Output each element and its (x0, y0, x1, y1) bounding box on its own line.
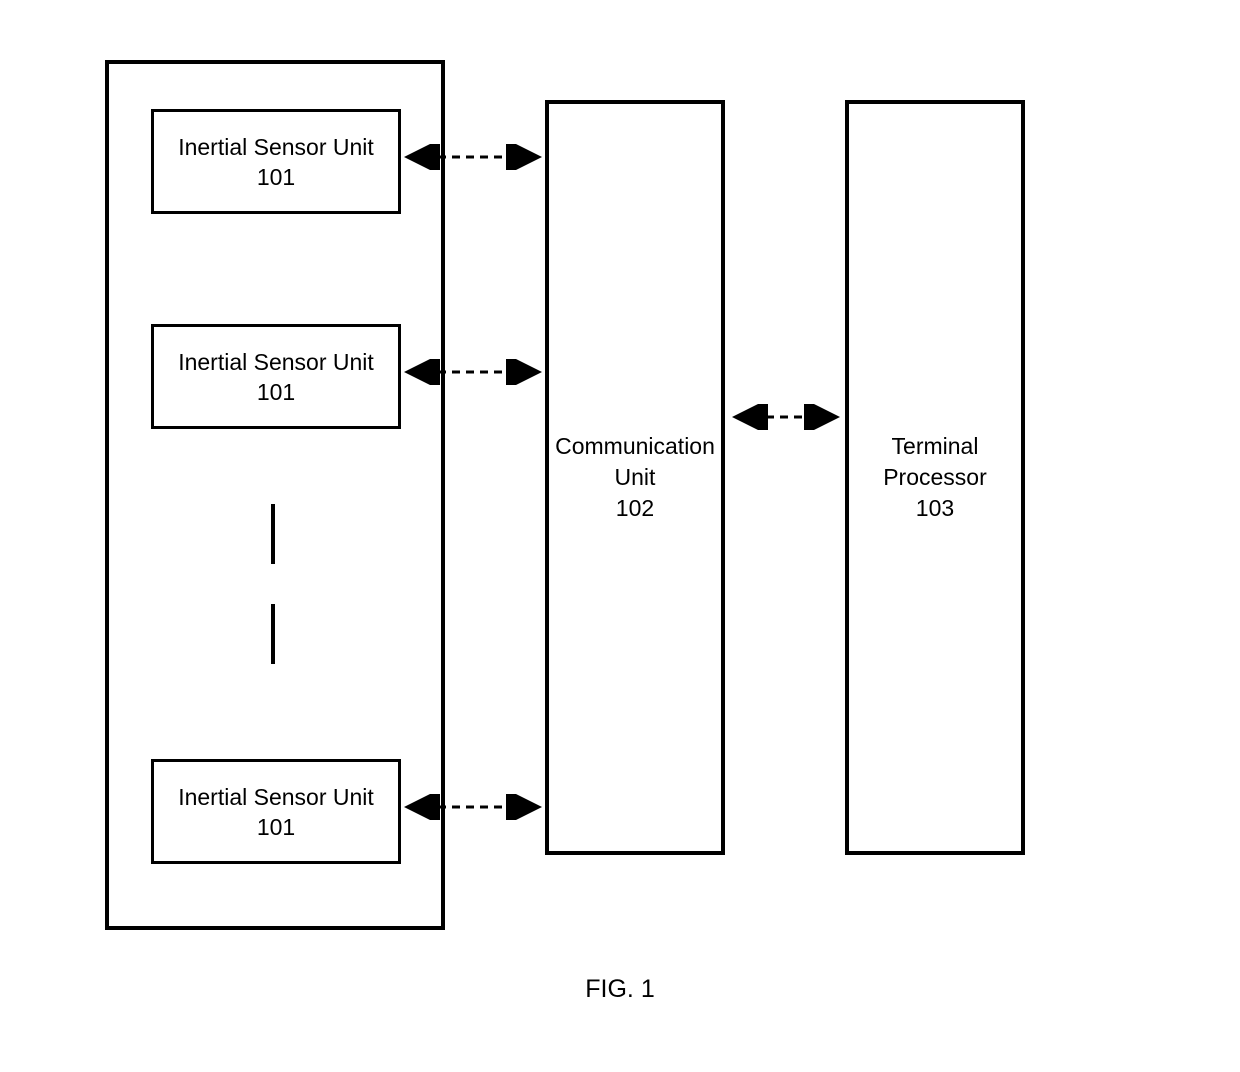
communication-unit-label: Communication Unit 102 (555, 431, 715, 524)
arrow-comm-to-term (726, 404, 846, 430)
term-label-line1: Terminal (892, 433, 979, 459)
sensor-unit-3-label: Inertial Sensor Unit (178, 782, 374, 813)
comm-label-line2: Unit (615, 464, 656, 490)
communication-unit-box: Communication Unit 102 (545, 100, 725, 855)
term-ref: 103 (916, 495, 954, 521)
sensor-unit-2-ref: 101 (257, 379, 295, 406)
diagram-container: Inertial Sensor Unit 101 Inertial Sensor… (105, 60, 1135, 930)
ellipsis-segment-2 (271, 604, 275, 664)
sensor-unit-1-ref: 101 (257, 164, 295, 191)
arrow-sensor1-to-comm (398, 144, 548, 170)
sensor-unit-box-2: Inertial Sensor Unit 101 (151, 324, 401, 429)
sensor-unit-2-label: Inertial Sensor Unit (178, 347, 374, 378)
figure-caption: FIG. 1 (0, 975, 1240, 1004)
arrow-sensor3-to-comm (398, 794, 548, 820)
sensor-container-box: Inertial Sensor Unit 101 Inertial Sensor… (105, 60, 445, 930)
sensor-unit-1-label: Inertial Sensor Unit (178, 132, 374, 163)
sensor-unit-3-ref: 101 (257, 814, 295, 841)
sensor-unit-box-1: Inertial Sensor Unit 101 (151, 109, 401, 214)
comm-ref: 102 (616, 495, 654, 521)
ellipsis-segment-1 (271, 504, 275, 564)
arrow-sensor2-to-comm (398, 359, 548, 385)
terminal-processor-label: Terminal Processor 103 (883, 431, 987, 524)
sensor-unit-box-3: Inertial Sensor Unit 101 (151, 759, 401, 864)
terminal-processor-box: Terminal Processor 103 (845, 100, 1025, 855)
term-label-line2: Processor (883, 464, 987, 490)
comm-label-line1: Communication (555, 433, 715, 459)
